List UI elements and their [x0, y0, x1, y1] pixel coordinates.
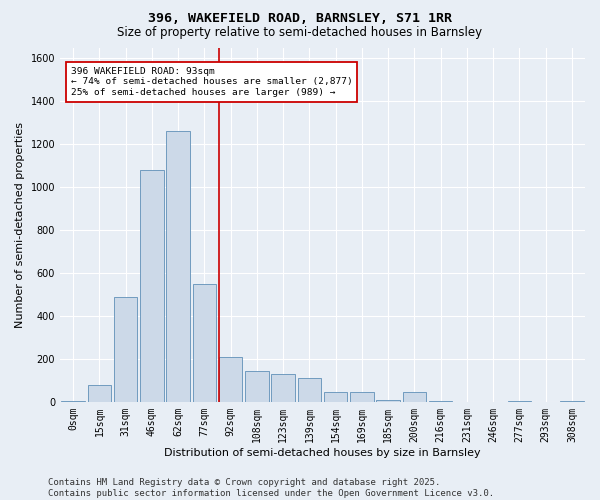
Text: 396, WAKEFIELD ROAD, BARNSLEY, S71 1RR: 396, WAKEFIELD ROAD, BARNSLEY, S71 1RR [148, 12, 452, 24]
Y-axis label: Number of semi-detached properties: Number of semi-detached properties [15, 122, 25, 328]
Bar [298, 378, 321, 402]
Bar [193, 284, 216, 402]
Bar [376, 400, 400, 402]
Bar [271, 374, 295, 402]
Bar [140, 170, 164, 402]
Bar [61, 401, 85, 402]
Text: Size of property relative to semi-detached houses in Barnsley: Size of property relative to semi-detach… [118, 26, 482, 39]
Bar [88, 384, 111, 402]
Bar [560, 401, 584, 402]
Bar [350, 392, 374, 402]
Bar [508, 401, 531, 402]
X-axis label: Distribution of semi-detached houses by size in Barnsley: Distribution of semi-detached houses by … [164, 448, 481, 458]
Bar [114, 296, 137, 402]
Text: Contains HM Land Registry data © Crown copyright and database right 2025.
Contai: Contains HM Land Registry data © Crown c… [48, 478, 494, 498]
Bar [429, 401, 452, 402]
Bar [166, 132, 190, 402]
Bar [219, 356, 242, 402]
Bar [324, 392, 347, 402]
Text: 396 WAKEFIELD ROAD: 93sqm
← 74% of semi-detached houses are smaller (2,877)
25% : 396 WAKEFIELD ROAD: 93sqm ← 74% of semi-… [71, 67, 352, 97]
Bar [403, 392, 426, 402]
Bar [245, 370, 269, 402]
